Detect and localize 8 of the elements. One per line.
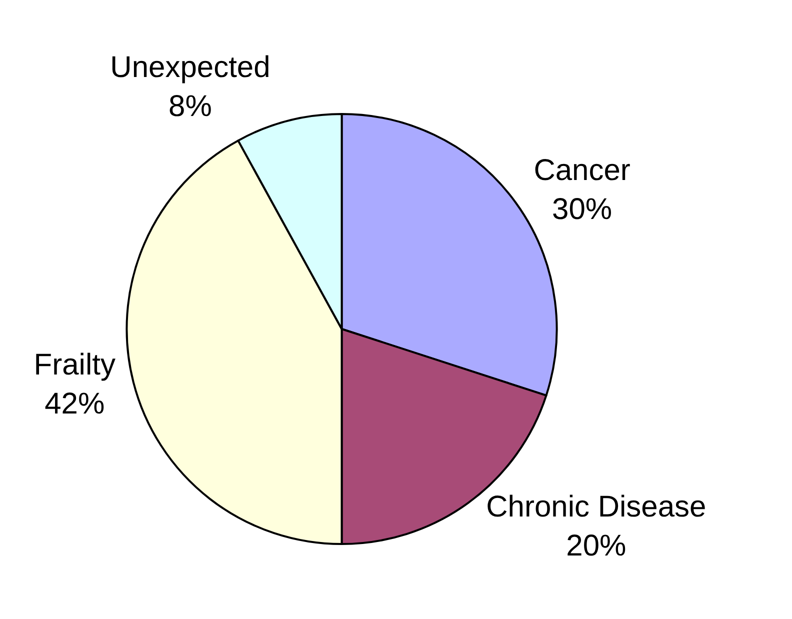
data-label: 42% <box>44 388 105 421</box>
slice-label: Unexpected <box>110 50 270 84</box>
slice-label: Chronic Disease <box>486 490 706 524</box>
slice-label: Cancer <box>534 154 630 188</box>
data-label: 30% <box>552 193 612 226</box>
slice-label: Frailty <box>34 348 116 382</box>
data-label: 8% <box>168 90 212 123</box>
data-label: 20% <box>566 530 626 563</box>
